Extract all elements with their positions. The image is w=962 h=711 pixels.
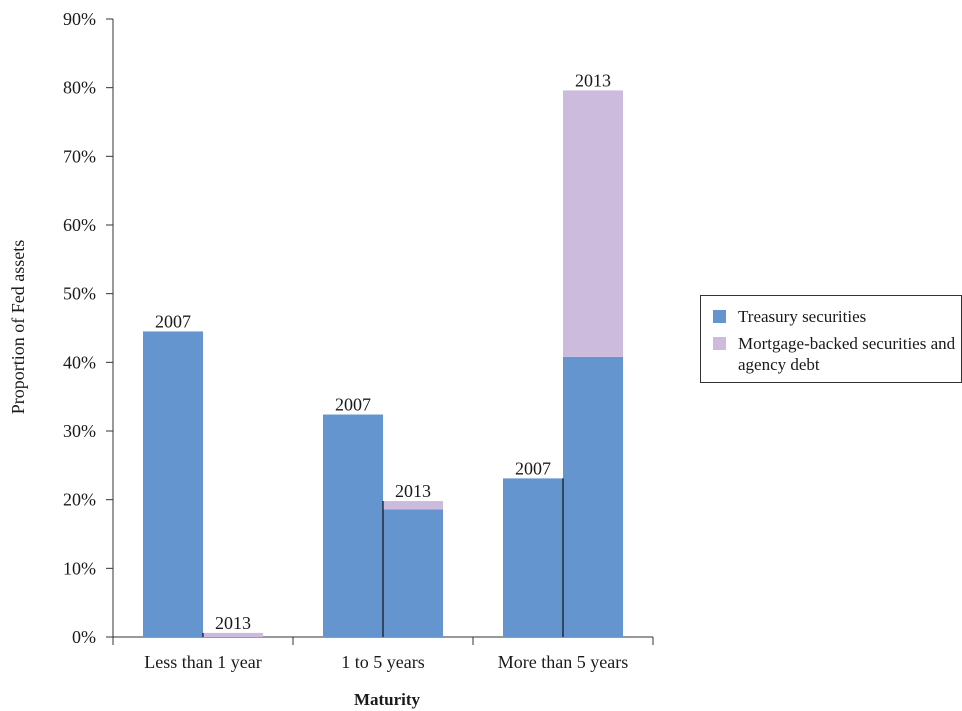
y-tick-label: 30% — [63, 421, 96, 441]
y-tick-label: 0% — [72, 627, 96, 647]
bar-segment — [383, 509, 443, 637]
legend: Treasury securities Mortgage-backed secu… — [700, 295, 962, 383]
legend-item-mbs: Mortgage-backed securities and agency de… — [713, 333, 961, 375]
bar-segment — [143, 331, 203, 637]
bar-year-label: 2013 — [395, 481, 431, 501]
bar-year-label: 2007 — [515, 458, 551, 478]
y-tick-label: 70% — [63, 146, 96, 166]
bar-segment — [323, 414, 383, 637]
legend-swatch-mbs — [713, 337, 726, 350]
y-axis-title: Proportion of Fed assets — [8, 240, 28, 415]
legend-swatch-treasury — [713, 310, 726, 323]
x-category-label: More than 5 years — [498, 652, 628, 672]
legend-item-treasury: Treasury securities — [713, 306, 961, 327]
legend-label-mbs: Mortgage-backed securities and agency de… — [738, 334, 956, 374]
bars — [143, 90, 623, 637]
y-tick-label: 50% — [63, 284, 96, 304]
bar-labels: 2007 2013 2007 2013 2007 2013 — [155, 70, 611, 632]
legend-label-treasury: Treasury securities — [738, 307, 867, 326]
y-tick-label: 10% — [63, 558, 96, 578]
y-tick-label: 80% — [63, 78, 96, 98]
bar-segment — [503, 478, 563, 637]
x-category-label: Less than 1 year — [144, 652, 261, 672]
bar-segment — [383, 501, 443, 510]
bar-year-label: 2007 — [335, 395, 371, 415]
y-tick-label: 40% — [63, 352, 96, 372]
x-category-label: 1 to 5 years — [341, 652, 424, 672]
bar-year-label: 2013 — [215, 613, 251, 633]
bar-segment — [563, 90, 623, 357]
bar-segment — [203, 632, 263, 637]
bar-year-label: 2007 — [155, 311, 191, 331]
bar-segment — [563, 356, 623, 637]
bar-year-label: 2013 — [575, 70, 611, 90]
y-tick-label: 20% — [63, 490, 96, 510]
y-tick-label: 60% — [63, 215, 96, 235]
x-axis: Less than 1 year 1 to 5 years More than 5 … — [112, 636, 654, 672]
y-tick-label: 90% — [63, 9, 96, 29]
y-axis: 0% 10% 20% 30% 40% 50% 60% 70% 80% 90% — [63, 9, 114, 647]
x-axis-title: Maturity — [354, 690, 421, 709]
